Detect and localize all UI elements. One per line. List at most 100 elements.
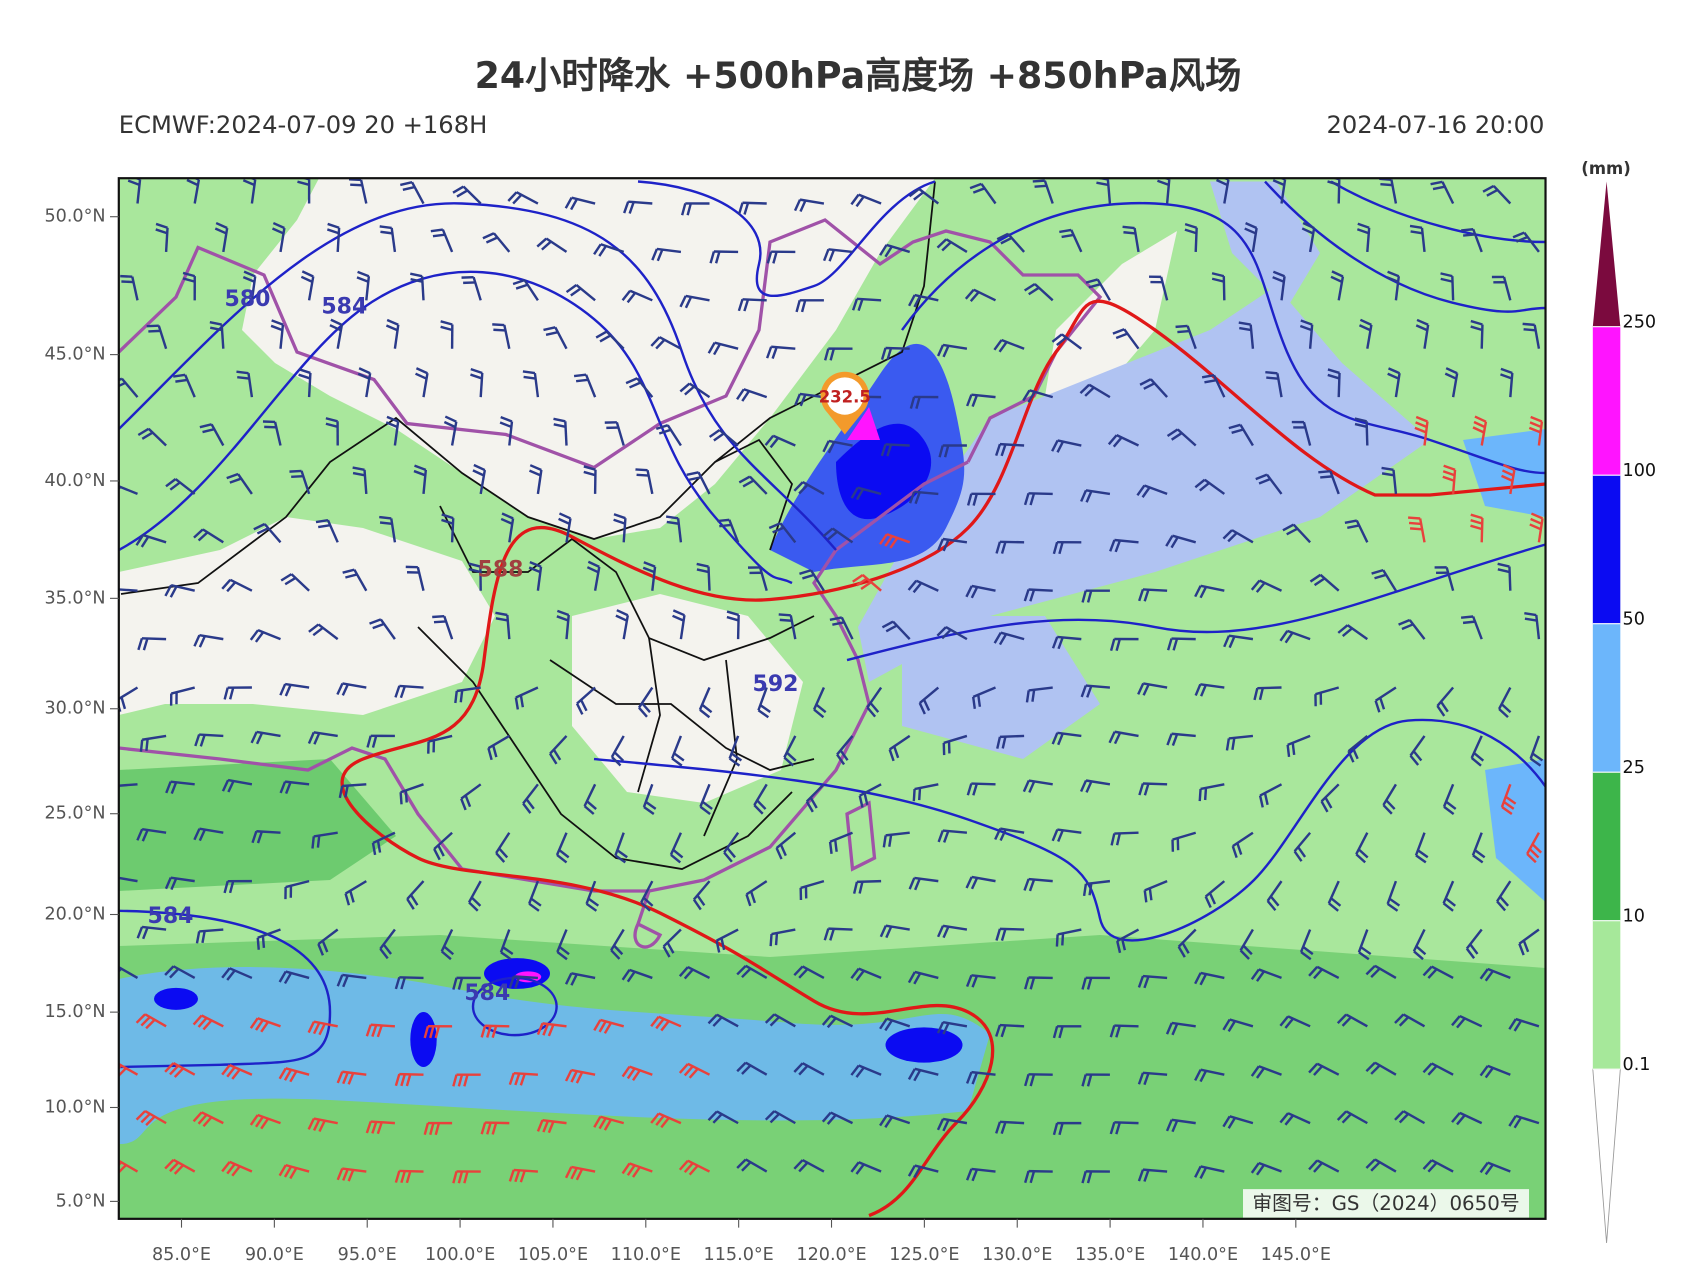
barb-feather [1115, 833, 1122, 846]
wind-barb [221, 1063, 253, 1080]
wind-barb [223, 879, 252, 894]
barb-feather [1330, 897, 1342, 907]
barb-feather [1000, 1024, 1007, 1038]
barb-feather [1524, 612, 1537, 617]
barb-feather [498, 847, 509, 859]
wind-barb [907, 579, 939, 594]
barb-staff [1265, 473, 1283, 495]
barb-feather [1143, 1072, 1150, 1086]
barb-feather [1000, 928, 1007, 941]
wind-barb [850, 193, 882, 208]
barb-feather [169, 1064, 180, 1076]
barb-feather [937, 538, 945, 551]
barb-feather [1499, 895, 1510, 907]
barb-feather [1082, 883, 1088, 897]
dry-area [1045, 231, 1178, 408]
barb-staff [172, 1061, 196, 1076]
barb-staff [745, 1158, 768, 1173]
barb-feather [660, 1117, 670, 1129]
barb-feather [1427, 1161, 1438, 1173]
barb-staff [462, 185, 482, 205]
barb-staff [1316, 965, 1340, 979]
wind-barb [342, 568, 368, 592]
barb-staff [422, 373, 429, 398]
lat-tick-label: 30.0°N [44, 699, 105, 719]
wind-barb [965, 1070, 996, 1085]
barb-feather [684, 385, 695, 396]
barb-feather [908, 187, 920, 198]
barb-feather [1034, 184, 1047, 188]
barb-feather [1255, 1164, 1265, 1176]
map-frame [117, 177, 1547, 1220]
barb-staff [1412, 928, 1426, 952]
barb-feather [857, 298, 864, 312]
barb-feather [1194, 585, 1202, 598]
barb-staff [1144, 880, 1168, 892]
barb-staff [118, 783, 138, 787]
barb-feather [470, 373, 483, 380]
barb-feather [1199, 973, 1208, 986]
barb-feather [1058, 541, 1064, 555]
barb-staff [1200, 584, 1225, 592]
barb-staff [669, 832, 683, 856]
wind-barb [169, 686, 196, 706]
barb-staff [973, 288, 997, 302]
barb-feather [1357, 222, 1370, 229]
barb-feather [215, 221, 228, 230]
barb-staff [658, 1112, 682, 1125]
wind-barb [907, 970, 939, 985]
barb-feather [1001, 736, 1007, 749]
wind-barb [512, 278, 539, 301]
barb-feather [108, 966, 117, 975]
barb-staff [285, 1163, 310, 1173]
barb-feather [1199, 1167, 1208, 1179]
barb-feather [118, 381, 126, 388]
wind-barb [650, 1015, 682, 1032]
barb-feather [1440, 272, 1453, 278]
barb-staff [1028, 686, 1053, 692]
lon-tick-label: 120.0°E [796, 1245, 866, 1265]
barb-feather [1479, 1065, 1489, 1077]
lon-tick-label: 90.0°E [245, 1245, 304, 1265]
barb-staff [229, 1063, 253, 1076]
barb-feather [1222, 1115, 1231, 1128]
wind-barb [881, 620, 911, 640]
barb-staff [1034, 283, 1054, 302]
extreme-rain [847, 407, 881, 441]
barb-feather [798, 1065, 809, 1076]
barb-feather [850, 1064, 860, 1076]
wind-barb [679, 294, 710, 309]
barb-feather [440, 320, 453, 326]
barb-staff [227, 778, 253, 786]
wind-barb [995, 442, 1025, 457]
wind-barb [964, 288, 997, 303]
barb-staff [141, 828, 167, 834]
wind-barb [1081, 589, 1110, 603]
barb-feather [376, 1121, 383, 1135]
wind-barb [242, 270, 257, 301]
barb-feather [543, 326, 556, 332]
barb-feather [491, 1122, 498, 1135]
barb-feather [573, 373, 587, 378]
barb-staff [118, 588, 138, 592]
wind-barb [850, 967, 882, 982]
barb-feather [1028, 780, 1036, 793]
colorbar-bin [1592, 920, 1621, 1070]
wind-barb [311, 831, 338, 849]
barb-staff [918, 187, 940, 205]
barb-feather [888, 834, 893, 847]
wind-barb [226, 472, 253, 495]
barb-feather [1486, 188, 1499, 197]
wind-barb [805, 783, 825, 813]
barb-feather [593, 1019, 602, 1032]
wind-barb [823, 927, 853, 941]
barb-feather [965, 876, 973, 889]
barb-staff [999, 1120, 1025, 1125]
barb-staff [279, 324, 285, 349]
wind-barb [1024, 1073, 1053, 1087]
barb-feather [686, 203, 692, 216]
wind-barb [1381, 466, 1398, 495]
barb-feather [202, 427, 215, 434]
wind-barb [866, 686, 883, 718]
wind-barb [621, 968, 653, 983]
